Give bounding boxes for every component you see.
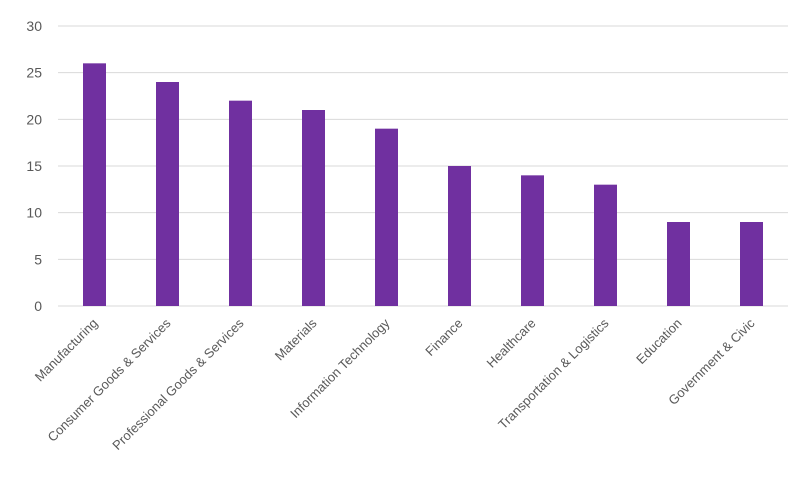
bar [156,82,179,306]
x-tick-label: Education [633,316,684,367]
gridlines [58,25,788,307]
x-tick-label: Healthcare [484,316,539,371]
y-axis-ticks: 0 5 10 15 20 25 30 [26,18,42,314]
bar [594,184,617,306]
bar [375,128,398,306]
bar [229,100,252,307]
bar [302,110,325,306]
y-tick-label: 5 [34,251,42,267]
x-tick-label: Consumer Goods & Services [44,315,173,444]
y-tick-label: 0 [34,298,42,314]
x-tick-label: Professional Goods & Services [109,315,247,453]
y-tick-label: 25 [26,65,42,81]
y-tick-label: 15 [26,158,42,174]
bar [740,222,763,306]
bars [83,63,763,307]
bar [83,63,106,307]
y-tick-label: 30 [26,18,42,34]
y-tick-label: 20 [26,111,42,127]
bar [521,175,544,306]
bar [667,222,690,306]
x-tick-label: Manufacturing [32,316,101,385]
y-tick-label: 10 [26,205,42,221]
x-tick-label: Finance [422,316,465,359]
bar [448,166,471,306]
x-tick-label: Materials [272,315,320,363]
